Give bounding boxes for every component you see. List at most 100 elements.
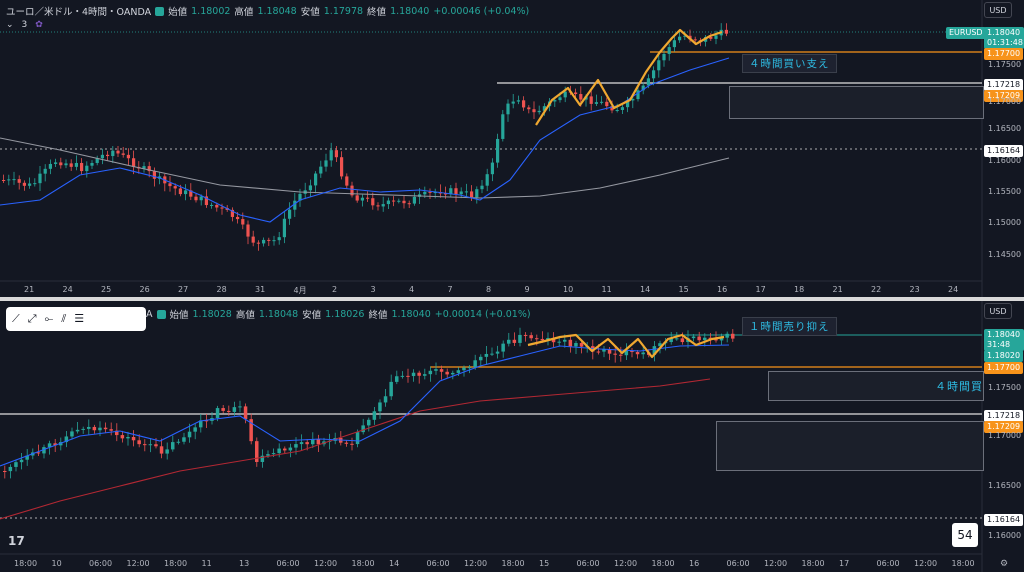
candle-body [272, 240, 276, 242]
tradingview-logo[interactable]: 17 [8, 534, 25, 548]
candle-body [148, 444, 153, 446]
candle-body [241, 219, 245, 225]
candle-body [293, 200, 297, 210]
bottom-symbol-suffix[interactable]: A [146, 308, 153, 320]
level-lower-badge: 1.17209 [984, 90, 1024, 102]
candle-body [456, 370, 461, 373]
candle-body [100, 154, 104, 159]
support-note[interactable]: ４時間買い支え [742, 54, 837, 73]
candle-body [605, 101, 609, 107]
zigzag-wave-line [535, 28, 723, 126]
time-tick-label: 18:00 [14, 559, 38, 568]
candle-body [462, 367, 466, 371]
candle-body [523, 334, 528, 336]
open-label: 始値 [168, 7, 188, 18]
trend-line-icon[interactable]: ⟋ [12, 312, 20, 325]
candle-body [714, 339, 718, 341]
indicator-toggle[interactable]: ⌄ 3 ✿ [6, 20, 43, 30]
currency-selector[interactable]: USD [984, 303, 1012, 319]
candle-body [630, 351, 634, 353]
chevron-down-icon[interactable]: ⌄ [6, 20, 14, 30]
time-tick-label: 12:00 [764, 559, 788, 568]
high-label: 高値 [234, 7, 254, 18]
bottom-chart-pane[interactable]: A 始値 1.18028 高値 1.18048 安値 1.18026 終値 1.1804… [0, 301, 1024, 572]
ray-icon[interactable]: ⤢ [27, 312, 37, 325]
candle-body [319, 166, 323, 174]
candle-body [624, 351, 629, 356]
candle-body [372, 411, 377, 420]
candle-body [294, 444, 298, 448]
candle-body [558, 97, 562, 101]
price-tick-label: 1.15000 [988, 218, 1022, 227]
close-value: 1.18040 [390, 5, 430, 17]
candle-body [147, 166, 151, 172]
candle-body [641, 85, 645, 91]
fib-icon[interactable]: ☰ [74, 312, 85, 325]
top-chart-canvas[interactable] [0, 0, 1024, 297]
candle-body [85, 165, 89, 172]
candle-body [126, 154, 130, 159]
time-tick-label: 27 [178, 285, 189, 294]
time-tick-label: 28 [216, 285, 227, 294]
candle-body [652, 70, 656, 79]
candle-body [652, 346, 657, 355]
candle-body [641, 352, 645, 355]
candle-body [501, 114, 505, 139]
candle-body [69, 163, 73, 167]
candle-body [454, 188, 458, 195]
candle-body [165, 449, 169, 454]
currency-selector[interactable]: USD [984, 2, 1012, 18]
horizontal-ray-icon[interactable]: ⟜ [44, 312, 54, 325]
time-tick-label: 16 [717, 285, 728, 294]
candle-body [75, 429, 80, 432]
bottom-chart-canvas[interactable] [0, 301, 1024, 572]
candle-body [360, 197, 364, 201]
candle-body [132, 158, 136, 167]
resistance-note[interactable]: １時間売り抑え [742, 317, 837, 336]
candle-body [501, 343, 505, 352]
candle-body [271, 453, 276, 455]
time-tick-label: 4月 [293, 286, 307, 295]
time-tick-label: 06:00 [726, 559, 750, 568]
candle-body [33, 183, 37, 185]
time-tick-label: 17 [755, 285, 766, 294]
time-tick-label: 24 [62, 285, 73, 294]
candle-body [470, 191, 474, 198]
support-zone[interactable]: ４時間買 [768, 371, 984, 401]
indicator-settings-icon[interactable]: ✿ [35, 20, 43, 30]
lower-zone[interactable] [716, 421, 984, 471]
candle-body [42, 447, 46, 454]
parallel-channel-icon[interactable]: ⫽ [61, 312, 67, 325]
level-upper-badge: 1.17218 [984, 79, 1024, 91]
candle-body [173, 186, 177, 189]
page-number-box[interactable]: 54 [952, 523, 978, 547]
candle-body [154, 444, 158, 447]
candle-body [626, 100, 630, 108]
resistance-zone[interactable] [729, 86, 984, 119]
close-label: 終値 [368, 310, 388, 321]
time-tick-label: 12:00 [914, 559, 938, 568]
candle-body [361, 425, 365, 433]
candle-body [371, 198, 375, 206]
candle-body [267, 239, 271, 241]
support-price-badge: 1.17700 [984, 48, 1024, 60]
time-tick-label: 15 [678, 285, 689, 294]
settings-icon[interactable]: ⚙ [1000, 559, 1009, 569]
top-symbol-title[interactable]: ユーロ／米ドル・4時間・OANDA [6, 7, 152, 18]
candle-body [48, 163, 52, 169]
time-tick-label: 18:00 [951, 559, 975, 568]
candle-body [189, 190, 193, 197]
candle-body [433, 192, 437, 194]
candle-body [568, 339, 573, 347]
price-tick-label: 1.14500 [988, 250, 1022, 259]
candle-body [417, 372, 421, 376]
candle-body [22, 182, 26, 186]
candle-body [199, 196, 203, 201]
pane-divider[interactable] [0, 297, 1024, 301]
candle-body [381, 204, 385, 207]
candle-body [64, 163, 68, 166]
candle-body [506, 103, 510, 115]
top-chart-pane[interactable]: ユーロ／米ドル・4時間・OANDA 始値 1.18002 高値 1.18048 安値… [0, 0, 1024, 297]
drawing-toolbar: ⟋ ⤢ ⟜ ⫽ ☰ [6, 307, 146, 331]
candle-body [551, 338, 556, 343]
